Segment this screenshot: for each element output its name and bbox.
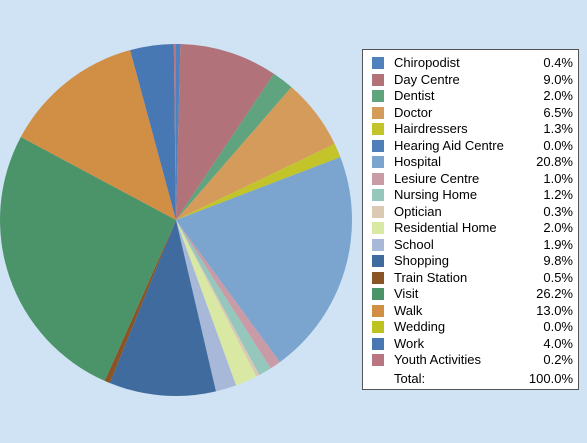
legend-value: 2.0% [543, 88, 573, 103]
legend-item: Doctor 6.5% [363, 105, 578, 122]
legend-item: Hairdressers 1.3% [363, 121, 578, 138]
legend-label: Work [394, 335, 425, 351]
pie-slice-day-centre [176, 44, 274, 221]
chart-legend: Chiropodist 0.4% Day Centre 9.0% Dentist 2.0%… [362, 49, 579, 390]
legend-swatch [372, 139, 384, 152]
legend-item: Visit 26.2% [363, 286, 578, 303]
legend-label: Nursing Home [394, 187, 478, 202]
legend-swatch [372, 106, 384, 119]
legend-item: Nursing Home 1.2% [363, 187, 578, 204]
legend-swatch [372, 73, 384, 86]
legend-swatch [372, 271, 384, 284]
legend-item: Optician 0.3% [363, 204, 578, 221]
legend-item: School 1.9% [363, 237, 578, 254]
legend-total-row: Total: 100.0% [363, 371, 578, 388]
legend-label: Dentist [394, 88, 435, 103]
legend-swatch [372, 57, 384, 69]
legend-value: 0.2% [543, 352, 573, 367]
legend-value: 0.0% [543, 319, 573, 334]
pie-slice-dentist [176, 73, 292, 220]
legend-value: 2.0% [543, 220, 573, 235]
legend-swatch [372, 156, 384, 168]
pie-slice-chiropodist [176, 44, 181, 220]
pie-slice-hairdressers [176, 143, 341, 220]
legend-label: Residential Home [394, 220, 497, 235]
pie-slice-nursing-home [176, 220, 271, 376]
legend-value: 1.9% [543, 236, 573, 252]
pie-slice-youth-activities [173, 43, 176, 221]
legend-label: Hospital [394, 154, 441, 169]
legend-swatch [372, 288, 384, 300]
pie-slice-doctor [176, 87, 335, 220]
legend-swatch [372, 189, 384, 201]
legend-label: Lesiure Centre [394, 170, 480, 186]
legend-value: 0.5% [543, 269, 573, 285]
legend-item: Dentist 2.0% [363, 88, 578, 105]
legend-item: Train Station 0.5% [363, 270, 578, 287]
legend-label: School [394, 236, 434, 252]
legend-label: Visit [394, 286, 419, 301]
legend-item: Chiropodist 0.4% [363, 55, 578, 72]
pie-slice-work [130, 44, 176, 221]
legend-swatch [372, 321, 384, 333]
legend-value: 0.4% [543, 55, 573, 70]
legend-item: Hospital 20.8% [363, 154, 578, 171]
pie-slice-visit [0, 136, 177, 381]
pie-slice-train-station [104, 220, 176, 384]
legend-item: Residential Home 2.0% [363, 220, 578, 237]
legend-value: 1.0% [543, 170, 573, 186]
legend-value: 1.3% [543, 121, 573, 136]
legend-label: Walk [394, 302, 423, 318]
legend-label: Doctor [394, 104, 433, 120]
legend-item: Wedding 0.0% [363, 319, 578, 336]
legend-label: Hairdressers [394, 121, 468, 136]
legend-item: Youth Activities 0.2% [363, 352, 578, 369]
legend-swatch [372, 354, 384, 366]
legend-swatch [372, 90, 384, 102]
legend-swatch [372, 255, 384, 267]
legend-label: Chiropodist [394, 55, 460, 70]
legend-item: Lesiure Centre 1.0% [363, 171, 578, 188]
legend-swatch [372, 222, 384, 234]
legend-label: Day Centre [394, 71, 460, 87]
legend-label: Train Station [394, 269, 468, 285]
legend-value: 0.3% [543, 203, 573, 219]
legend-swatch [372, 238, 384, 251]
pie-slice-residential-home [176, 220, 257, 386]
pie-slice-walk [20, 50, 177, 220]
legend-value: 1.2% [543, 187, 573, 202]
legend-value: 20.8% [536, 154, 573, 169]
legend-value: 6.5% [543, 104, 573, 120]
legend-item: Walk 13.0% [363, 303, 578, 320]
legend-swatch [372, 172, 384, 185]
legend-swatch [372, 123, 384, 135]
legend-swatch [372, 304, 384, 317]
legend-value: 9.8% [543, 253, 573, 268]
pie-slice-lesiure-centre [176, 220, 280, 369]
legend-item: Day Centre 9.0% [363, 72, 578, 89]
legend-label: Hearing Aid Centre [394, 137, 504, 153]
legend-label: Shopping [394, 253, 449, 268]
pie-slice-optician [176, 220, 260, 377]
legend-swatch [372, 205, 384, 218]
pie-slice-school [176, 220, 237, 392]
legend-total-label: Total: [394, 370, 426, 386]
legend-value: 4.0% [543, 335, 573, 351]
legend-item: Hearing Aid Centre 0.0% [363, 138, 578, 155]
legend-item: Shopping 9.8% [363, 253, 578, 270]
legend-value: 26.2% [536, 286, 573, 301]
legend-value: 13.0% [536, 302, 573, 318]
pie-slice-shopping [109, 220, 216, 397]
legend-item: Work 4.0% [363, 336, 578, 353]
legend-label: Youth Activities [394, 352, 481, 367]
legend-total-value: 100.0% [528, 370, 573, 386]
legend-label: Wedding [394, 319, 446, 334]
pie-slice-hospital [176, 157, 353, 363]
legend-value: 9.0% [543, 71, 573, 87]
legend-swatch [372, 337, 384, 350]
legend-label: Optician [394, 203, 442, 219]
legend-value: 0.0% [543, 137, 573, 153]
legend-rows: Chiropodist 0.4% Day Centre 9.0% Dentist 2.0%… [363, 55, 578, 369]
